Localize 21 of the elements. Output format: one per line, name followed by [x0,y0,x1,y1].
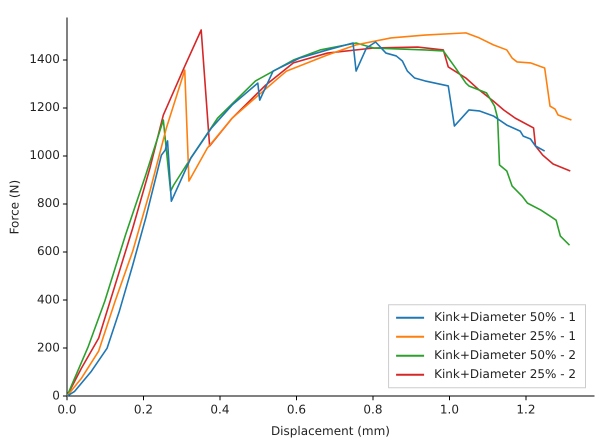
x-tick-label: 0.8 [363,402,382,417]
x-tick-label: 0.2 [134,402,153,417]
y-tick-label: 400 [37,292,60,306]
x-tick-label: 1.0 [440,402,459,417]
x-tick-label: 0.4 [210,402,230,417]
y-tick-label: 800 [37,196,60,210]
y-tick-label: 0 [52,388,60,402]
legend-label: Kink+Diameter 50% - 1 [434,310,576,324]
y-tick-label: 1400 [29,52,60,66]
x-tick-label: 0.6 [286,402,306,417]
legend-label: Kink+Diameter 25% - 2 [434,366,576,381]
y-tick-label: 1000 [29,148,60,162]
legend-label: Kink+Diameter 25% - 1 [434,328,576,343]
x-axis-title: Displacement (mm) [270,424,390,438]
x-tick-label: 1.2 [516,402,536,417]
y-tick-label: 1200 [29,100,60,114]
y-axis-title: Force (N) [7,180,22,234]
y-tick-label: 600 [37,244,60,258]
x-tick-label: 0.0 [57,402,76,417]
y-tick-label: 200 [37,340,60,354]
legend-label: Kink+Diameter 50% - 2 [434,348,576,362]
